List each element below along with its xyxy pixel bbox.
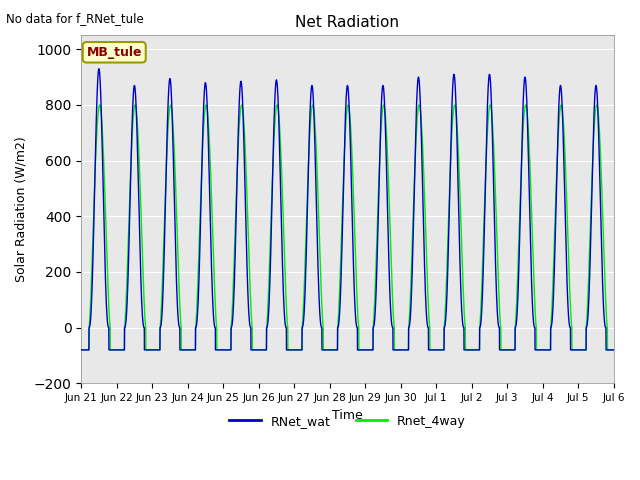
Legend: RNet_wat, Rnet_4way: RNet_wat, Rnet_4way (225, 410, 470, 433)
X-axis label: Time: Time (332, 408, 363, 421)
Text: MB_tule: MB_tule (86, 46, 142, 59)
Y-axis label: Solar Radiation (W/m2): Solar Radiation (W/m2) (15, 136, 28, 282)
Text: No data for f_RNet_tule: No data for f_RNet_tule (6, 12, 144, 25)
Title: Net Radiation: Net Radiation (296, 15, 399, 30)
